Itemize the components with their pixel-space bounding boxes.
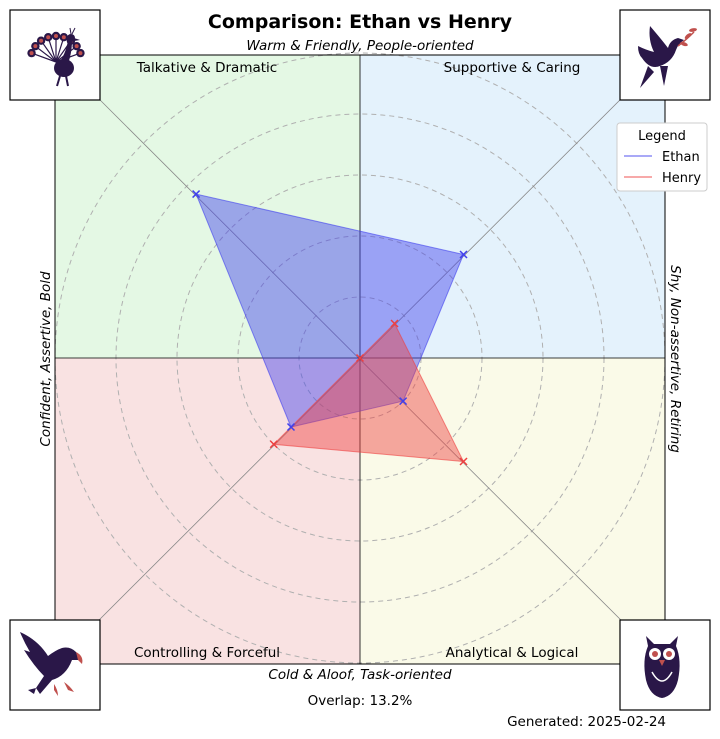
eagle-beak-talons-icon bbox=[54, 652, 83, 696]
eagle-icon bbox=[20, 632, 80, 694]
peacock-icon bbox=[27, 27, 85, 87]
legend-label-ethan: Ethan bbox=[662, 150, 700, 165]
legend-label-henry: Henry bbox=[662, 171, 701, 186]
data-point-henry bbox=[459, 457, 468, 466]
peacock-icon-box bbox=[9, 9, 101, 101]
series-layer bbox=[192, 190, 468, 466]
legend-box bbox=[616, 122, 708, 192]
axis-label-right: Shy, Non-assertive, Retiring bbox=[667, 265, 683, 453]
peacock-feather-dot bbox=[33, 44, 38, 49]
quadrant-label-analytical: Analytical & Logical bbox=[446, 645, 579, 661]
legend-title: Legend bbox=[638, 129, 686, 144]
olive-branch-icon bbox=[677, 28, 697, 47]
peacock-feather-line bbox=[47, 37, 57, 63]
overlap-text: Overlap: 13.2% bbox=[308, 693, 413, 709]
peacock-feather-dot bbox=[78, 51, 83, 56]
quadrant-label-supportive: Supportive & Caring bbox=[444, 60, 581, 76]
owl-icon-box bbox=[619, 619, 711, 711]
chart-title: Comparison: Ethan vs Henry bbox=[208, 11, 513, 33]
peacock-feather-dot bbox=[61, 35, 66, 40]
peacock-feather-dot bbox=[46, 35, 51, 40]
peacock-feather-dot bbox=[74, 44, 79, 49]
data-point-henry bbox=[390, 319, 399, 328]
data-point-henry bbox=[355, 353, 365, 363]
peacock-feather-line bbox=[40, 40, 57, 63]
axis-label-bottom: Cold & Aloof, Task-oriented bbox=[268, 667, 452, 683]
dove-icon bbox=[638, 26, 684, 88]
data-point-henry bbox=[269, 440, 278, 449]
quadrant-label-talkative: Talkative & Dramatic bbox=[136, 60, 277, 76]
plot-frame bbox=[54, 54, 666, 665]
data-point-ethan bbox=[192, 190, 201, 199]
peacock-feather-dot bbox=[29, 51, 34, 56]
eagle-icon-box bbox=[9, 619, 101, 711]
data-point-ethan bbox=[459, 250, 468, 259]
data-point-ethan bbox=[286, 422, 296, 432]
peacock-feather-dot bbox=[39, 38, 44, 43]
axis-label-top: Warm & Friendly, People-oriented bbox=[246, 38, 474, 54]
peacock-feather-dot bbox=[54, 34, 58, 38]
peacock-feather-line bbox=[35, 45, 57, 63]
data-point-ethan bbox=[399, 397, 408, 406]
peacock-feather-line bbox=[31, 52, 57, 63]
peacock-feather-line bbox=[55, 37, 65, 63]
axis-label-left: Confident, Assertive, Bold bbox=[38, 271, 54, 447]
owl-icon bbox=[644, 636, 680, 698]
legend: Legend Ethan Henry bbox=[616, 122, 708, 192]
dove-icon-box bbox=[619, 9, 711, 101]
quadrant-label-controlling: Controlling & Forceful bbox=[134, 645, 280, 661]
generated-date: Generated: 2025-02-24 bbox=[507, 714, 666, 730]
